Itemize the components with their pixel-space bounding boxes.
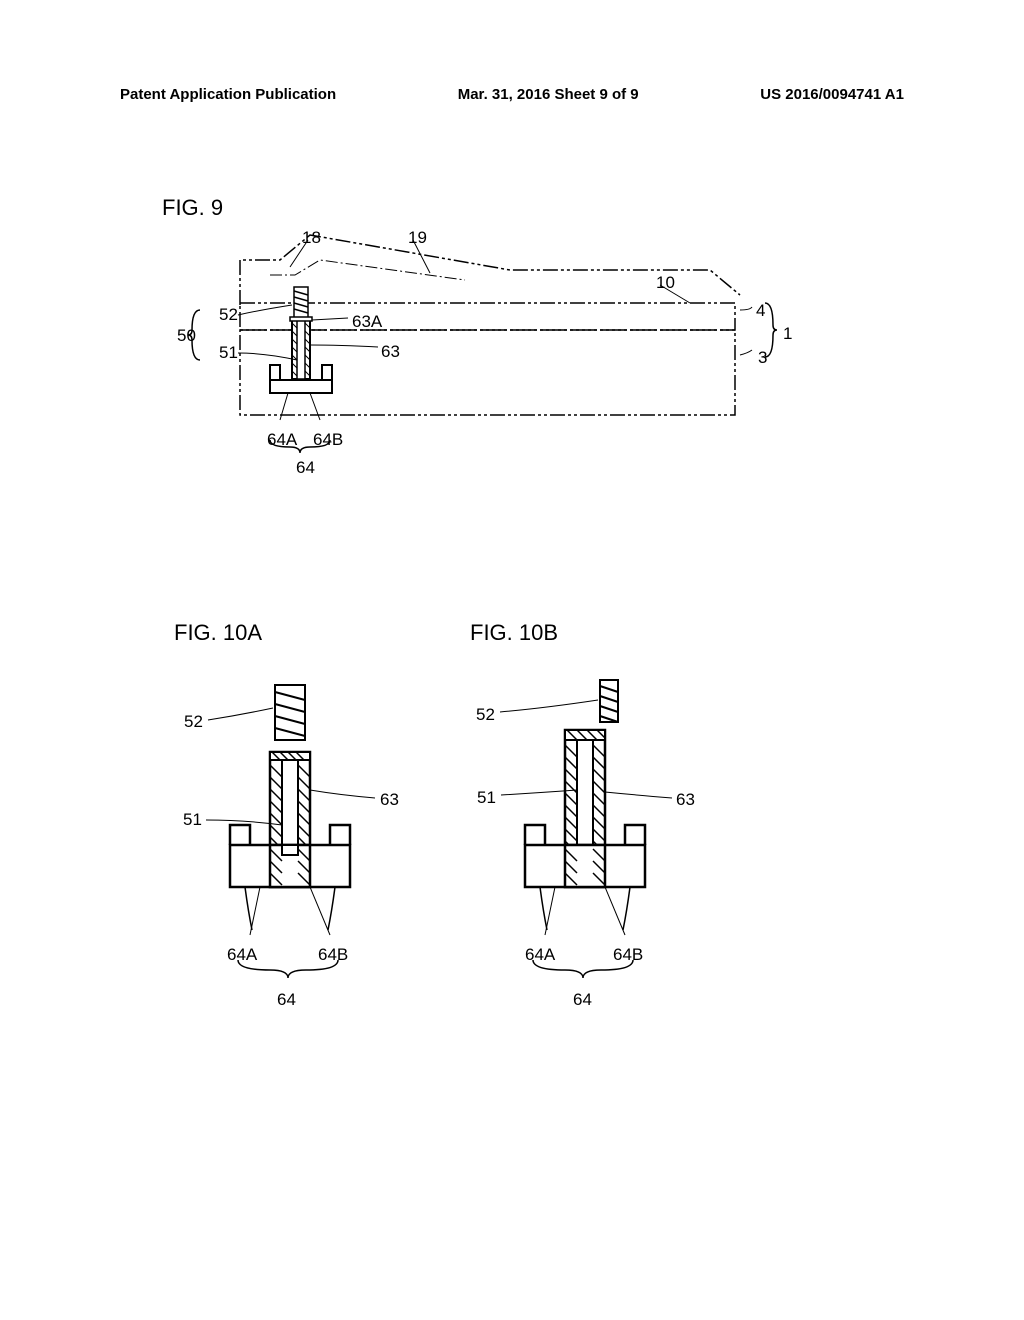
ref-51: 51 — [219, 343, 238, 363]
ref-4: 4 — [756, 301, 765, 321]
ref-63a: 63A — [352, 312, 382, 332]
ref-63: 63 — [381, 342, 400, 362]
fig10b-label: FIG. 10B — [470, 620, 558, 646]
ref-64b: 64B — [313, 430, 343, 450]
ref-64: 64 — [296, 458, 315, 478]
ref-50: 50 — [177, 326, 196, 346]
ref-19: 19 — [408, 228, 427, 248]
header-right: US 2016/0094741 A1 — [760, 86, 904, 103]
fig10a-label: FIG. 10A — [174, 620, 262, 646]
ref-10b-52: 52 — [476, 705, 495, 725]
header-left: Patent Application Publication — [120, 86, 336, 103]
ref-10a-64: 64 — [277, 990, 296, 1010]
ref-3: 3 — [758, 348, 767, 368]
ref-10b-64: 64 — [573, 990, 592, 1010]
header-center: Mar. 31, 2016 Sheet 9 of 9 — [458, 86, 639, 103]
ref-18: 18 — [302, 228, 321, 248]
ref-10b-51: 51 — [477, 788, 496, 808]
ref-10a-52: 52 — [184, 712, 203, 732]
ref-10b-64a: 64A — [525, 945, 555, 965]
ref-10b-64b: 64B — [613, 945, 643, 965]
ref-10: 10 — [656, 273, 675, 293]
ref-10b-63: 63 — [676, 790, 695, 810]
patent-header: Patent Application Publication Mar. 31, … — [0, 86, 1024, 103]
ref-64a: 64A — [267, 430, 297, 450]
fig10a-diagram — [190, 680, 420, 985]
ref-52: 52 — [219, 305, 238, 325]
fig10b-diagram — [485, 680, 715, 985]
ref-10a-63: 63 — [380, 790, 399, 810]
ref-1: 1 — [783, 324, 792, 344]
fig9-label: FIG. 9 — [162, 195, 223, 221]
ref-10a-64a: 64A — [227, 945, 257, 965]
ref-10a-64b: 64B — [318, 945, 348, 965]
ref-10a-51: 51 — [183, 810, 202, 830]
